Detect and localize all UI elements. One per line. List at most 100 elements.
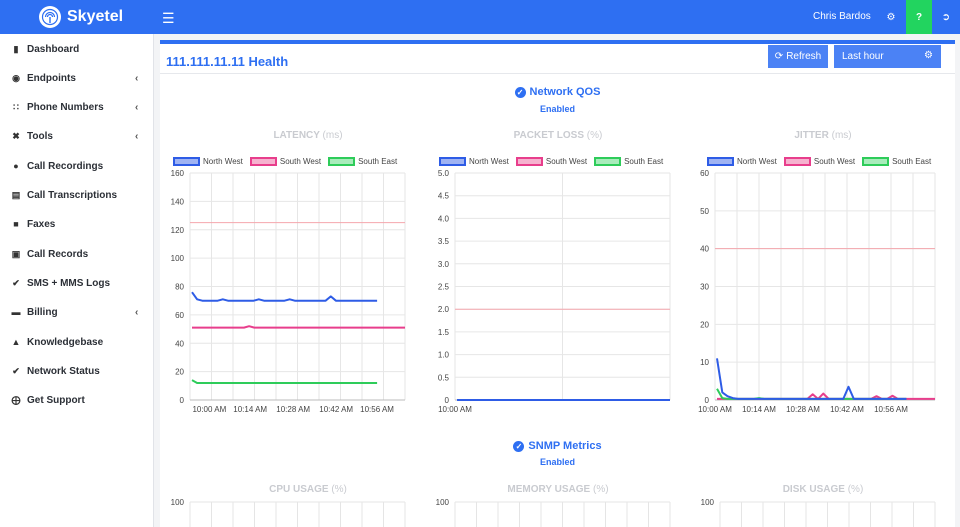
y-tick-label: 120 bbox=[171, 226, 185, 235]
tools-icon: ✖ bbox=[12, 130, 20, 141]
packet-loss-chart: 0 0.5 1.0 1.5 2.0 2.5 3.0 3.5 4.0 4.5 5.0 10:00 AM bbox=[438, 169, 671, 414]
y-tick-label: 4.0 bbox=[438, 214, 450, 223]
memory-usage-chart: 100 bbox=[436, 499, 671, 527]
y-tick-label: 3.0 bbox=[438, 260, 450, 269]
legend-item-north-west[interactable]: North West bbox=[707, 157, 777, 166]
sidebar-item-knowledgebase[interactable]: ▲ Knowledgebase bbox=[0, 332, 154, 352]
y-tick-label: 100 bbox=[436, 499, 450, 507]
legend-swatch bbox=[515, 157, 543, 166]
series-line-south-east bbox=[191, 379, 378, 384]
legend-label: North West bbox=[203, 157, 243, 166]
x-tick-label: 10:00 AM bbox=[698, 405, 732, 414]
memory-unit: (%) bbox=[593, 484, 609, 495]
legend-swatch bbox=[173, 157, 200, 166]
series-line-south-west bbox=[192, 325, 405, 329]
logout-icon[interactable]: ➲ bbox=[941, 11, 951, 23]
check-icon: ✔ bbox=[12, 277, 20, 288]
latency-title-text: LATENCY bbox=[273, 130, 320, 141]
sidebar-item-network-status[interactable]: ✔ Network Status bbox=[0, 361, 154, 381]
sidebar: ▮ Dashboard ◉ Endpoints ‹ ∷ Phone Number… bbox=[0, 34, 154, 527]
sidebar-item-label: Faxes bbox=[27, 218, 56, 230]
x-tick-label: 10:14 AM bbox=[233, 405, 267, 414]
sidebar-item-label: Phone Numbers bbox=[27, 101, 104, 113]
legend-item-south-east[interactable]: South East bbox=[862, 157, 931, 166]
series-line-north-west bbox=[716, 358, 907, 400]
sidebar-item-label: Call Recordings bbox=[27, 160, 104, 172]
skyetel-logo-icon[interactable] bbox=[39, 6, 61, 28]
sidebar-item-phone-numbers[interactable]: ∷ Phone Numbers ‹ bbox=[0, 97, 154, 117]
legend-item-north-west[interactable]: North West bbox=[173, 157, 243, 166]
legend-label: North West bbox=[737, 157, 777, 166]
gear-icon[interactable]: ⚙ bbox=[924, 50, 933, 61]
sidebar-item-dashboard[interactable]: ▮ Dashboard bbox=[0, 39, 154, 59]
refresh-icon: ⟳ bbox=[774, 51, 784, 62]
sidebar-item-billing[interactable]: ▬ Billing ‹ bbox=[0, 302, 154, 322]
legend-item-south-east[interactable]: South East bbox=[328, 157, 397, 166]
y-tick-label: 60 bbox=[700, 169, 709, 178]
briefcase-icon: ▣ bbox=[11, 248, 21, 259]
user-name[interactable]: Chris Bardos bbox=[813, 11, 871, 22]
legend-label: South East bbox=[624, 157, 664, 166]
y-tick-label: 100 bbox=[171, 499, 185, 507]
sidebar-item-label: SMS + MMS Logs bbox=[27, 277, 111, 289]
life-ring-icon: ⨁ bbox=[11, 394, 21, 405]
microphone-icon: ● bbox=[13, 161, 19, 171]
legend-item-south-east[interactable]: South East bbox=[594, 157, 663, 166]
chevron-left-icon: ‹ bbox=[135, 101, 139, 113]
time-range-select[interactable]: Last hour ⚙ bbox=[834, 45, 941, 68]
y-tick-label: 50 bbox=[700, 207, 709, 216]
x-tick-label: 10:14 AM bbox=[742, 405, 776, 414]
dialpad-icon: ∷ bbox=[13, 101, 19, 112]
legend-swatch bbox=[439, 157, 466, 166]
x-tick-label: 10:00 AM bbox=[192, 405, 226, 414]
check-circle-icon: ✔ bbox=[12, 365, 20, 376]
packet-loss-legend: North West South West South East bbox=[439, 157, 670, 166]
legend-label: South East bbox=[892, 157, 932, 166]
disk-title-text: DISK USAGE bbox=[782, 484, 845, 495]
y-tick-label: 160 bbox=[171, 169, 185, 178]
y-tick-label: 1.5 bbox=[438, 328, 450, 337]
sidebar-item-call-recordings[interactable]: ● Call Recordings bbox=[0, 156, 154, 176]
refresh-button[interactable]: ⟳ Refresh bbox=[768, 45, 828, 68]
legend-item-south-west[interactable]: South West bbox=[515, 157, 588, 166]
disk-chart-title: DISK USAGE (%) bbox=[723, 484, 923, 495]
legend-swatch bbox=[249, 157, 277, 166]
sidebar-item-label: Knowledgebase bbox=[27, 336, 104, 348]
check-circle-icon: ✓ bbox=[513, 441, 525, 452]
jitter-chart: 0 10 20 30 40 50 60 10:00 AM 10:14 AM 10:28 AM 10:… bbox=[698, 169, 936, 414]
help-button[interactable]: ? bbox=[906, 0, 932, 34]
sidebar-item-sms-mms-logs[interactable]: ✔ SMS + MMS Logs bbox=[0, 273, 154, 293]
chevron-left-icon: ‹ bbox=[135, 72, 139, 84]
legend-swatch bbox=[594, 157, 622, 166]
settings-gears-icon[interactable]: ⚙ bbox=[886, 11, 896, 23]
fax-icon: ■ bbox=[13, 219, 19, 229]
sidebar-item-tools[interactable]: ✖ Tools ‹ bbox=[0, 126, 154, 146]
legend-item-south-west[interactable]: South West bbox=[249, 157, 322, 166]
latency-legend: North West South West South East bbox=[173, 157, 404, 166]
health-panel: 111.111.11.11 Health ⟳ Refresh Last hour… bbox=[160, 40, 955, 527]
cpu-chart-title: CPU USAGE (%) bbox=[208, 484, 408, 495]
legend-item-north-west[interactable]: North West bbox=[439, 157, 509, 166]
app-name[interactable]: Skyetel bbox=[67, 8, 124, 25]
legend-label: North West bbox=[469, 157, 509, 166]
circle-dot-icon: ◉ bbox=[12, 72, 20, 83]
y-tick-label: 5.0 bbox=[438, 169, 450, 178]
check-circle-icon: ✓ bbox=[514, 87, 526, 98]
packet-loss-unit: (%) bbox=[586, 130, 603, 141]
sidebar-item-endpoints[interactable]: ◉ Endpoints ‹ bbox=[0, 68, 154, 88]
latency-chart: 0 20 40 60 80 100 120 140 160 10:00 AM 10:14 AM 10:… bbox=[171, 169, 406, 414]
legend-label: South West bbox=[279, 157, 322, 166]
jitter-title-text: JITTER bbox=[794, 130, 829, 141]
snmp-metrics-status: Enabled bbox=[539, 457, 575, 467]
hamburger-menu-icon[interactable]: ☰ bbox=[162, 10, 175, 26]
cpu-unit: (%) bbox=[331, 484, 347, 495]
network-qos-label: Network QOS bbox=[529, 86, 601, 98]
legend-item-south-west[interactable]: South West bbox=[783, 157, 855, 166]
sidebar-item-faxes[interactable]: ■ Faxes bbox=[0, 214, 154, 234]
memory-title-text: MEMORY USAGE bbox=[507, 484, 591, 495]
sidebar-item-call-records[interactable]: ▣ Call Records bbox=[0, 244, 154, 264]
legend-label: South West bbox=[545, 157, 588, 166]
jitter-chart-title: JITTER (ms) bbox=[723, 130, 923, 141]
sidebar-item-call-transcriptions[interactable]: ▤ Call Transcriptions bbox=[0, 185, 154, 205]
sidebar-item-get-support[interactable]: ⨁ Get Support bbox=[0, 390, 154, 410]
